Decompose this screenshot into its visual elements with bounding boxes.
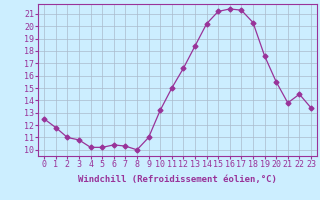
X-axis label: Windchill (Refroidissement éolien,°C): Windchill (Refroidissement éolien,°C) [78, 175, 277, 184]
